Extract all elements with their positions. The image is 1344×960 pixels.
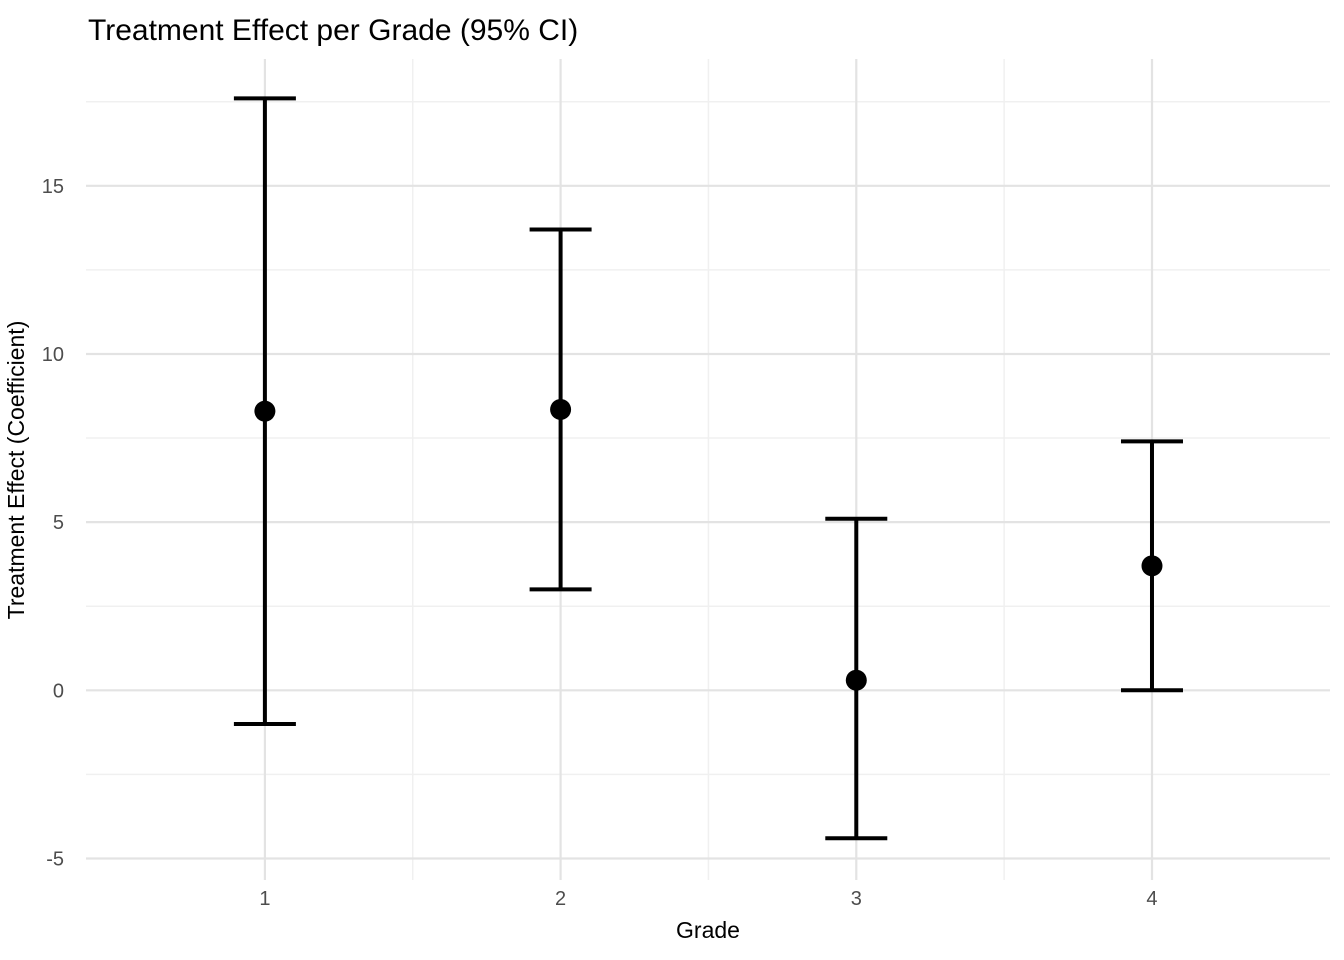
y-tick-label: 15 (42, 176, 64, 198)
minor-gridlines (86, 59, 1330, 880)
y-tick-label: -5 (46, 848, 64, 870)
chart-title: Treatment Effect per Grade (95% CI) (88, 14, 578, 47)
x-axis-title: Grade (676, 917, 740, 943)
estimate-point (254, 400, 276, 422)
y-axis-tick-labels: -5 0 5 10 15 (42, 176, 64, 871)
estimate-point (1141, 555, 1163, 577)
y-tick-label: 5 (53, 512, 64, 534)
error-bar-series (233, 96, 1183, 841)
x-axis-tick-labels: 1 2 3 4 (259, 888, 1157, 910)
x-tick-label: 1 (259, 888, 270, 910)
y-tick-label: 10 (42, 344, 64, 366)
x-tick-label: 3 (851, 888, 862, 910)
estimate-point (550, 398, 572, 420)
error-bar-group (825, 516, 888, 841)
error-bar-group (233, 96, 296, 726)
estimate-point (845, 669, 867, 691)
error-bar-group (529, 227, 592, 592)
x-tick-label: 4 (1146, 888, 1157, 910)
y-axis-title: Treatment Effect (Coefficient) (3, 321, 29, 620)
error-bar-group (1120, 439, 1183, 693)
y-tick-label: 0 (53, 680, 64, 702)
x-tick-label: 2 (555, 888, 566, 910)
